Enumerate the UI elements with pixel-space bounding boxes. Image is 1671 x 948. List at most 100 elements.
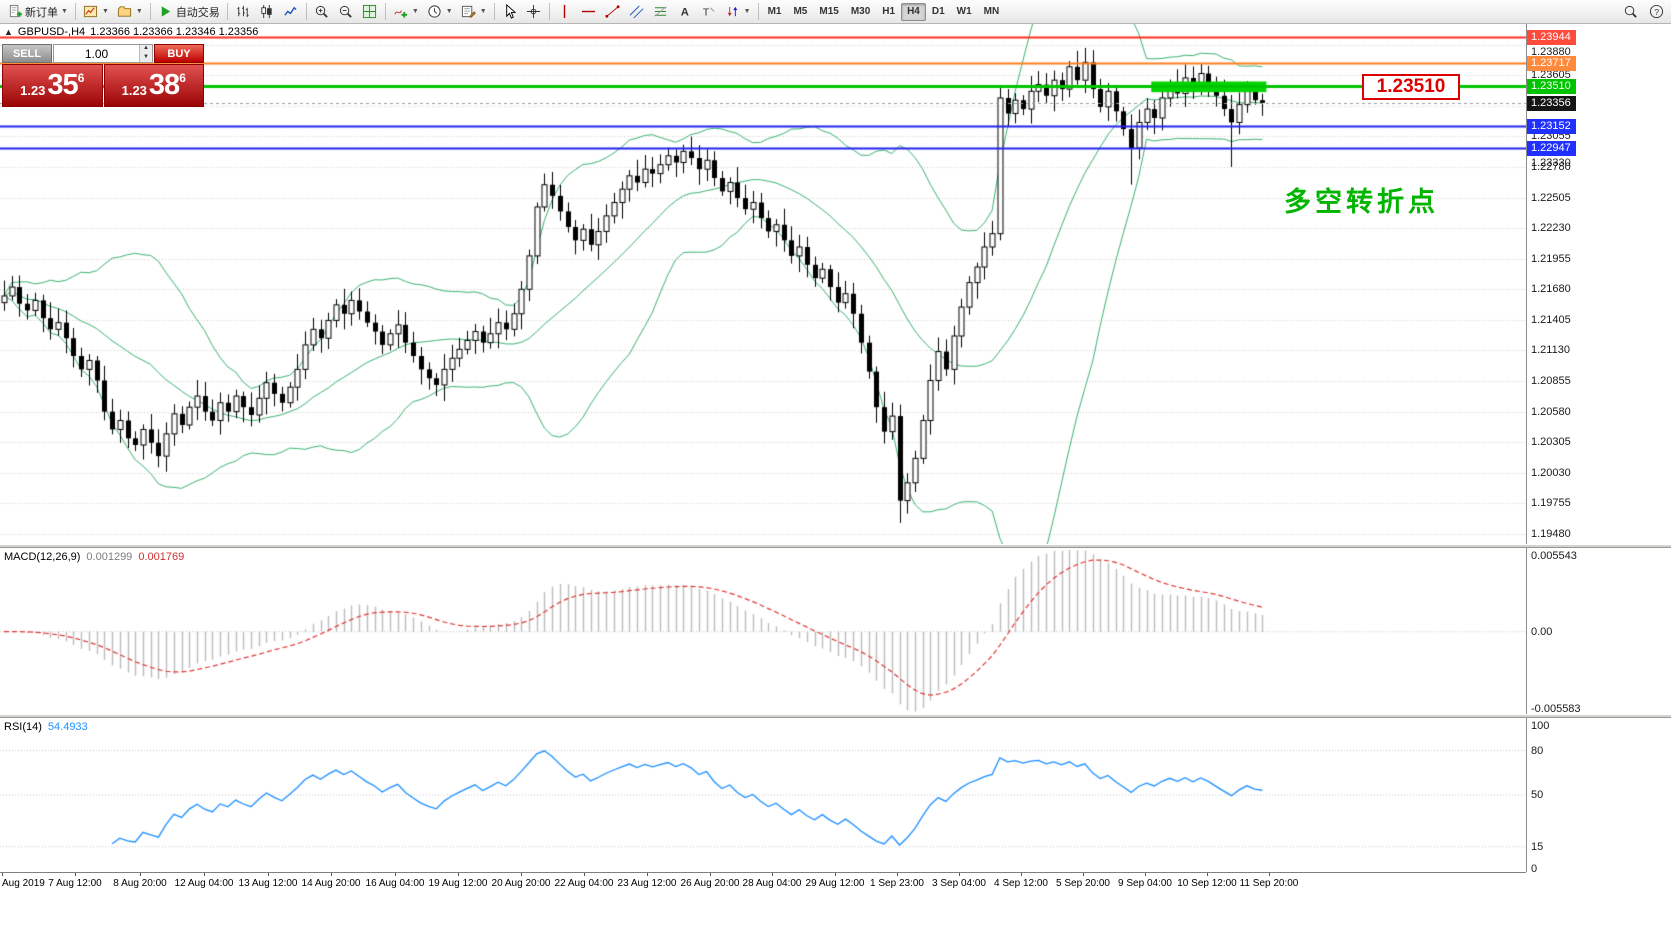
tile-windows-button[interactable]	[358, 2, 382, 22]
line-chart-icon	[283, 4, 299, 20]
arrows-button[interactable]: ▼	[721, 2, 755, 22]
indicators-button[interactable]: ▼	[389, 2, 423, 22]
buy-price-display[interactable]: 1.23 38 6	[103, 64, 204, 107]
timeframe-m5[interactable]: M5	[793, 6, 808, 17]
time-axis-tick	[268, 873, 269, 876]
rsi-label-row: RSI(14) 54.4933	[4, 721, 88, 733]
price-scale-label: 1.20580	[1531, 405, 1571, 418]
price-scale-label: 1.23880	[1531, 46, 1571, 59]
panel-divider-macd[interactable]	[0, 544, 1671, 548]
macd-indicator-canvas[interactable]	[0, 548, 1526, 714]
timeframe-h4[interactable]: H4	[901, 2, 926, 21]
volume-input[interactable]	[54, 45, 139, 62]
clock-icon	[427, 4, 443, 20]
timeframe-d1[interactable]: D1	[931, 6, 945, 17]
fibonacci-button[interactable]	[649, 2, 673, 22]
label-icon: T	[701, 4, 717, 20]
zoom-out-button[interactable]	[334, 2, 358, 22]
ohlc-bars-icon	[235, 4, 251, 20]
price-scale-label: 1.21405	[1531, 313, 1571, 326]
sell-price-display[interactable]: 1.23 35 6	[2, 64, 103, 107]
sell-button[interactable]: SELL	[2, 44, 52, 63]
buy-button[interactable]: BUY	[154, 44, 204, 63]
horizontal-line-button[interactable]	[577, 2, 601, 22]
crosshair-icon	[526, 4, 542, 20]
volume-down-icon[interactable]: ▼	[140, 53, 152, 62]
candles-icon	[259, 4, 275, 20]
price-scale-label: 1.22780	[1531, 160, 1571, 173]
time-axis-tick	[835, 873, 836, 876]
zoom-out-icon	[338, 4, 354, 20]
cursor-button[interactable]	[498, 2, 522, 22]
profiles-button[interactable]: ▼	[113, 2, 147, 22]
text-button[interactable]: A	[673, 2, 697, 22]
timeframe-mn[interactable]: MN	[983, 6, 1000, 17]
trendline-button[interactable]	[601, 2, 625, 22]
search-button[interactable]	[1618, 2, 1642, 22]
toolbar-separator	[305, 3, 307, 20]
macd-scale-label: -0.005583	[1531, 703, 1581, 715]
timeframe-m1[interactable]: M1	[767, 6, 782, 17]
cursor-icon	[502, 4, 518, 20]
timeframe-m15[interactable]: M15	[819, 6, 839, 17]
time-axis-label: 14 Aug 20:00	[301, 878, 361, 889]
ohlc-bars-button[interactable]	[231, 2, 255, 22]
price-level-annotation[interactable]: 1.23510	[1362, 74, 1460, 100]
new-chart-button[interactable]: ▼	[79, 2, 113, 22]
rsi-indicator-canvas[interactable]	[0, 718, 1526, 872]
help-button[interactable]: ?	[1644, 2, 1668, 22]
price-scale[interactable]: 1.23880 1.23605 1.23330 1.23055 1.22780 1.225…	[1526, 24, 1671, 875]
time-axis-tick	[959, 873, 960, 876]
volume-spinner: ▲ ▼	[139, 45, 152, 62]
svg-text:?: ?	[1654, 7, 1659, 17]
one-click-trading-panel: SELL ▲ ▼ BUY 1.23 35 6 1.23	[2, 44, 204, 107]
one-click-trading-toggle-icon[interactable]: ▲	[4, 27, 13, 37]
new-order-button[interactable]: 新订单 ▼	[3, 2, 72, 22]
time-axis-tick	[75, 873, 76, 876]
time-axis-label: 13 Aug 12:00	[238, 878, 298, 889]
time-axis-tick	[331, 873, 332, 876]
line-chart-button[interactable]	[279, 2, 303, 22]
turning-point-note[interactable]: 多空转折点	[1284, 187, 1439, 217]
toolbar-separator	[226, 3, 228, 20]
play-icon	[158, 4, 174, 20]
time-axis-tick	[1269, 873, 1270, 876]
time-axis-label: 20 Aug 20:00	[491, 878, 551, 889]
time-axis-tick	[140, 873, 141, 876]
vertical-line-button[interactable]	[553, 2, 577, 22]
time-axis-label: 3 Sep 04:00	[932, 878, 986, 889]
periods-button[interactable]: ▼	[423, 2, 457, 22]
volume-box: ▲ ▼	[53, 44, 153, 63]
text-label-button[interactable]: T	[697, 2, 721, 22]
toolbar-separator	[548, 3, 550, 20]
chart-window-icon	[83, 4, 99, 20]
macd-label-row: MACD(12,26,9) 0.001299 0.001769	[4, 551, 184, 563]
sell-price-pips: 35	[47, 69, 78, 101]
timeframe-h1[interactable]: H1	[882, 6, 896, 17]
panel-divider-rsi[interactable]	[0, 714, 1671, 718]
buy-price-pips: 38	[148, 69, 180, 101]
main-price-chart-canvas[interactable]	[0, 24, 1526, 544]
time-axis-label: 12 Aug 04:00	[174, 878, 234, 889]
timeframe-w1[interactable]: W1	[956, 6, 972, 17]
templates-button[interactable]: ▼	[457, 2, 491, 22]
timeframe-m30[interactable]: M30	[850, 6, 871, 17]
toolbar-separator	[384, 3, 386, 20]
time-axis-label: 5 Sep 20:00	[1056, 878, 1110, 889]
macd-main-value: 0.001299	[86, 551, 133, 563]
buy-price-base: 1.23	[121, 83, 147, 98]
time-axis-tick	[1145, 873, 1146, 876]
volume-up-icon[interactable]: ▲	[140, 45, 152, 54]
time-axis-label: 26 Aug 20:00	[680, 878, 740, 889]
chevron-down-icon: ▼	[61, 8, 68, 15]
zoom-in-button[interactable]	[310, 2, 334, 22]
equidistant-channel-button[interactable]	[625, 2, 649, 22]
candlesticks-button[interactable]	[255, 2, 279, 22]
time-axis[interactable]: Aug 2019 7 Aug 12:00 8 Aug 20:00 12 Aug 04:…	[0, 872, 1526, 896]
time-axis-label: 4 Sep 12:00	[994, 878, 1048, 889]
time-axis-label: 23 Aug 12:00	[617, 878, 677, 889]
auto-trading-button[interactable]: 自动交易	[154, 2, 224, 22]
crosshair-button[interactable]	[522, 2, 546, 22]
buy-price-point: 6	[179, 71, 186, 85]
toolbar-right-group: ?	[1618, 2, 1668, 22]
